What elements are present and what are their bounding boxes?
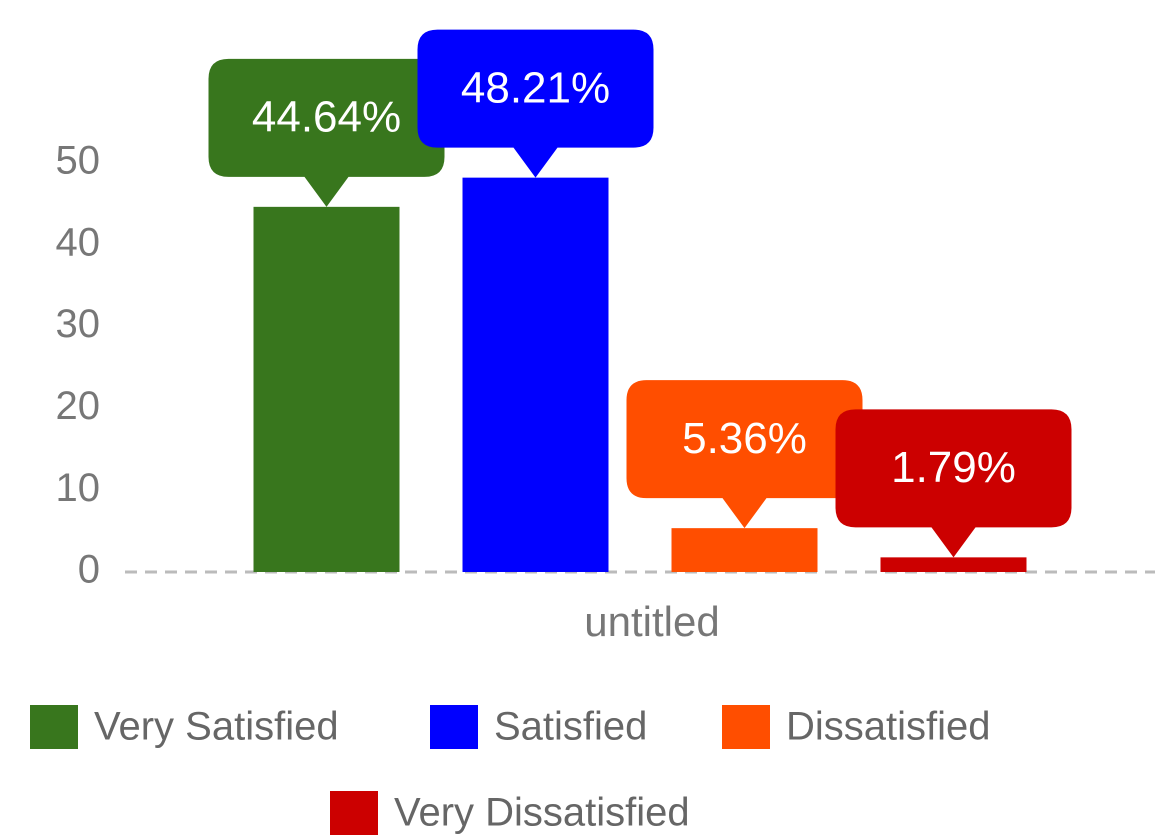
legend-label: Very Satisfied — [94, 705, 339, 749]
y-tick-label: 50 — [56, 139, 101, 183]
legend-swatch — [430, 705, 478, 749]
legend-swatch — [330, 791, 378, 835]
bar — [253, 206, 400, 573]
bar — [462, 177, 609, 572]
x-tick-label: untitled — [584, 598, 719, 645]
callout-box — [208, 58, 445, 207]
y-tick-label: 30 — [56, 302, 101, 346]
data-label: 1.79% — [891, 443, 1016, 492]
y-tick-label: 20 — [56, 384, 101, 428]
callout-box — [835, 409, 1072, 558]
y-tick-label: 10 — [56, 466, 101, 510]
bar — [880, 557, 1027, 572]
data-label-callout: 1.79% — [835, 409, 1072, 558]
bar — [671, 528, 818, 572]
legend-swatch — [722, 705, 770, 749]
y-tick-label: 40 — [56, 220, 101, 264]
data-label: 5.36% — [682, 414, 807, 463]
data-label-callout: 48.21% — [417, 29, 654, 178]
data-label: 48.21% — [461, 63, 610, 112]
data-label-callout: 44.64% — [208, 58, 445, 207]
data-label-callout: 5.36% — [626, 380, 863, 529]
callout-box — [626, 380, 863, 529]
legend-label: Very Dissatisfied — [394, 791, 690, 835]
legend-label: Satisfied — [494, 705, 647, 749]
y-tick-label: 0 — [78, 548, 100, 592]
data-label: 44.64% — [252, 92, 401, 141]
legend-swatch — [30, 705, 78, 749]
callout-box — [417, 29, 654, 178]
legend-label: Dissatisfied — [786, 705, 991, 749]
